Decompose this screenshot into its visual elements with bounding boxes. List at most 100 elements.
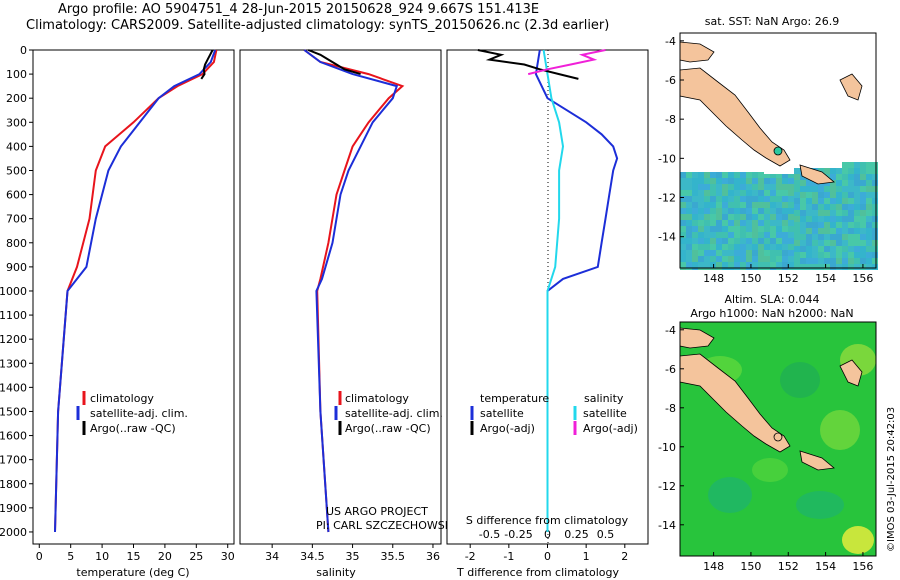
x-tick-label-salinity: 0.25	[564, 528, 589, 541]
sst-cell	[722, 190, 728, 196]
sst-cell	[848, 192, 854, 198]
sst-cell	[866, 258, 872, 264]
y-tick-label: 0	[20, 44, 27, 57]
sst-cell	[812, 252, 818, 258]
sst-cell	[866, 252, 872, 258]
sst-cell	[692, 214, 698, 220]
sst-cell	[788, 250, 794, 256]
sst-cell	[740, 238, 746, 244]
map-y-tick-label: -10	[658, 441, 676, 454]
sst-cell	[788, 232, 794, 238]
sst-cell	[764, 256, 770, 262]
sst-cell	[716, 202, 722, 208]
sst-cell	[728, 190, 734, 196]
island-southeast	[799, 164, 835, 185]
sst-cell	[818, 186, 824, 192]
sst-cell	[752, 238, 758, 244]
sst-cell	[872, 198, 878, 204]
sst-cell	[866, 240, 872, 246]
sst-cell	[734, 208, 740, 214]
sst-cell	[734, 232, 740, 238]
sst-cell	[746, 208, 752, 214]
sst-cell	[788, 220, 794, 226]
sst-cell	[842, 264, 848, 270]
sst-cell	[728, 262, 734, 268]
sst-cell	[770, 174, 776, 180]
sst-cell	[686, 178, 692, 184]
sst-cell	[692, 202, 698, 208]
sst-cell	[824, 168, 830, 174]
sst-cell	[800, 264, 806, 270]
sst-cell	[692, 250, 698, 256]
sst-cell	[698, 256, 704, 262]
sst-cell	[704, 184, 710, 190]
sst-cell	[728, 256, 734, 262]
sst-cell	[806, 198, 812, 204]
sst-cell	[746, 202, 752, 208]
sst-cell	[800, 174, 806, 180]
sst-cell	[872, 240, 878, 246]
sst-cell	[854, 162, 860, 168]
sst-cell	[722, 256, 728, 262]
sst-cell	[836, 234, 842, 240]
sst-cell	[692, 196, 698, 202]
sst-cell	[710, 184, 716, 190]
map-y-tick-label: -6	[665, 74, 676, 87]
sst-cell	[698, 214, 704, 220]
sst-cell	[842, 204, 848, 210]
salinity-axes-frame	[239, 49, 442, 545]
sst-cell	[842, 240, 848, 246]
sst-cell	[740, 178, 746, 184]
sst-cell	[818, 246, 824, 252]
sst-cell	[872, 246, 878, 252]
sst-cell	[776, 250, 782, 256]
sst-cell	[842, 162, 848, 168]
sst-cell	[800, 252, 806, 258]
sst-cell	[692, 208, 698, 214]
sst-cell	[704, 196, 710, 202]
sst-cell	[764, 174, 770, 180]
legend-satellite-label: satellite-adj. clim.	[90, 407, 188, 420]
map-x-tick-label: 154	[815, 560, 836, 573]
sst-cell	[716, 244, 722, 250]
sst-cell	[776, 232, 782, 238]
sst-cell	[710, 196, 716, 202]
sst-cell	[800, 222, 806, 228]
sst-cell	[728, 250, 734, 256]
sst-cell	[686, 184, 692, 190]
series-line-satellite-adj-clim-	[303, 49, 399, 533]
sst-cell	[704, 172, 710, 178]
sst-cell	[686, 172, 692, 178]
sst-cell	[716, 196, 722, 202]
sst-cell	[776, 202, 782, 208]
y-tick-label: 1200	[0, 333, 27, 346]
sst-cell	[830, 186, 836, 192]
sst-cell	[692, 232, 698, 238]
sst-cell	[788, 238, 794, 244]
sst-cell	[728, 184, 734, 190]
x-tick-label: 35	[346, 550, 360, 563]
sst-cell	[764, 232, 770, 238]
sst-cell	[800, 204, 806, 210]
sst-cell	[812, 180, 818, 186]
sst-cell	[830, 204, 836, 210]
sst-cell	[788, 184, 794, 190]
sst-cell	[686, 208, 692, 214]
sst-cell	[866, 180, 872, 186]
sst-cell	[752, 232, 758, 238]
sst-cell	[716, 238, 722, 244]
sst-cell	[716, 214, 722, 220]
x-tick-label: 0	[544, 550, 551, 563]
sst-cell	[818, 258, 824, 264]
sst-cell	[854, 228, 860, 234]
sst-cell	[836, 174, 842, 180]
sst-cell	[704, 238, 710, 244]
sst-cell	[788, 244, 794, 250]
sst-cell	[692, 256, 698, 262]
x-tick-label: 36	[426, 550, 440, 563]
temperature-legend: climatology satellite-adj. clim. Argo(..…	[76, 391, 188, 435]
sst-cell	[854, 264, 860, 270]
sst-cell	[794, 246, 800, 252]
map-y-tick-label: -10	[658, 152, 676, 165]
sst-cell	[824, 198, 830, 204]
